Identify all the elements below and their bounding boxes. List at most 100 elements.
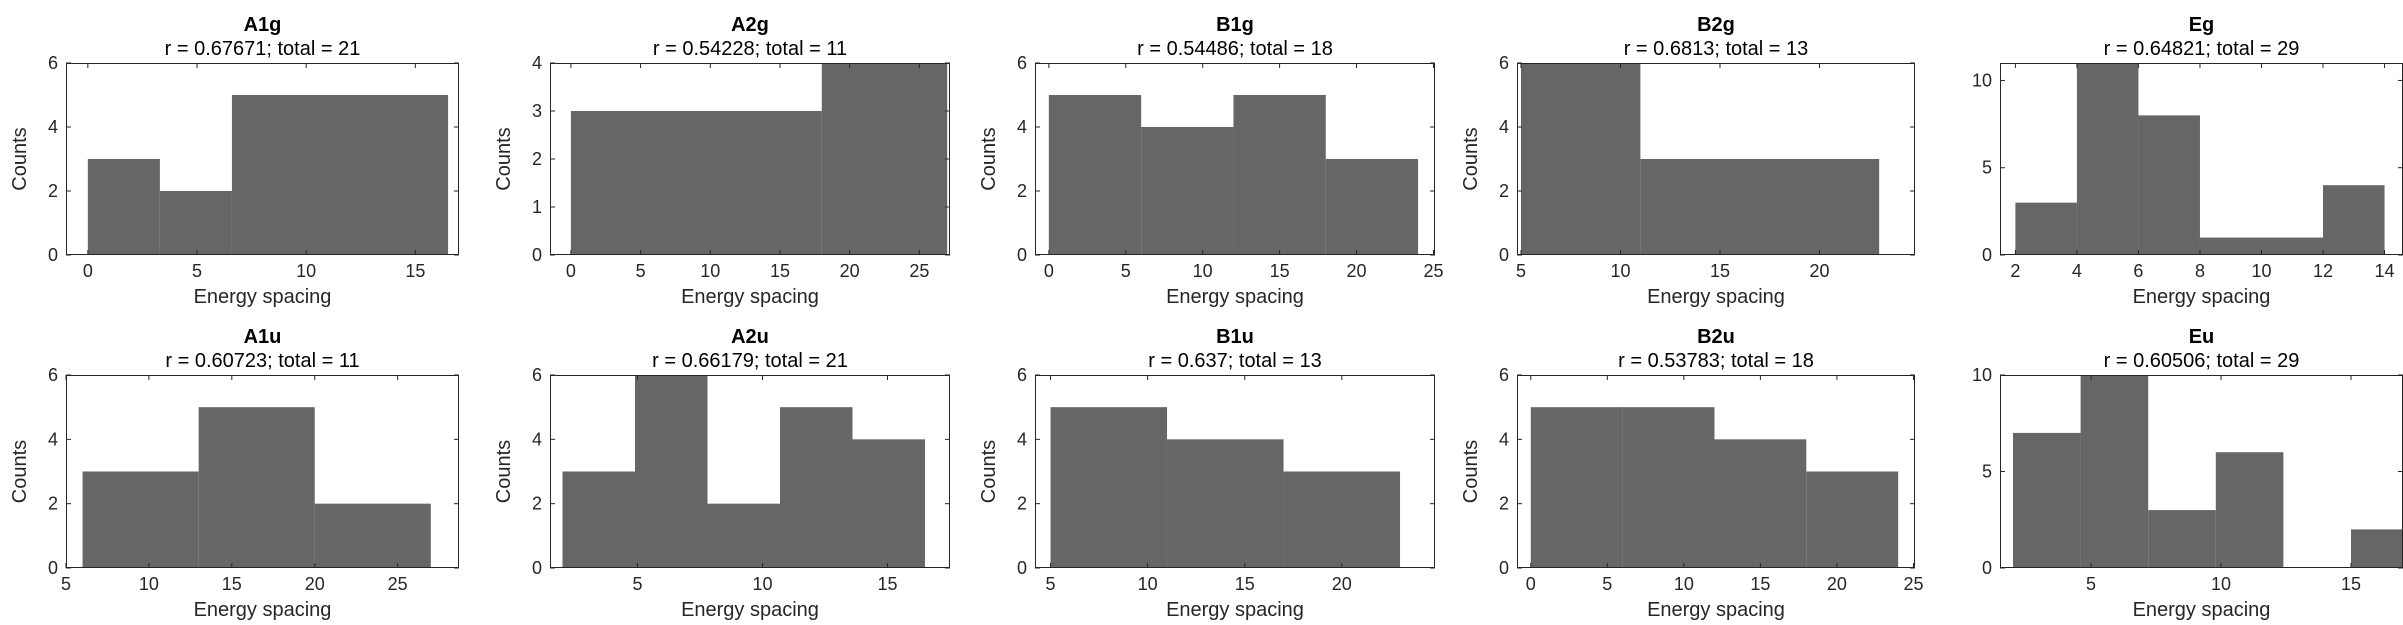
y-tick-label: 2	[48, 494, 58, 514]
histogram-bar	[2076, 63, 2139, 255]
histogram-bar	[1622, 407, 1715, 568]
x-axis-label: Energy spacing	[2133, 286, 2271, 308]
x-tick-label: 10	[139, 574, 159, 594]
histogram-bar	[780, 407, 853, 568]
y-tick-label: 5	[1982, 462, 1992, 482]
y-tick-label: 2	[1017, 181, 1027, 201]
y-tick-label: 0	[532, 245, 542, 265]
plot-frame	[66, 375, 459, 568]
y-tick-label: 3	[532, 101, 542, 121]
y-tick-label: 2	[532, 149, 542, 169]
histogram-bar	[821, 63, 948, 255]
x-tick-label: 12	[2313, 261, 2333, 281]
y-axis-label: Counts	[493, 440, 515, 503]
x-tick-label: 15	[1270, 261, 1290, 281]
panel-title: A2g	[731, 14, 769, 36]
histogram-bar	[570, 111, 822, 255]
x-tick-label: 10	[1610, 261, 1630, 281]
y-axis-label: Counts	[978, 127, 1000, 190]
x-tick-label: 20	[1332, 574, 1352, 594]
histogram-bar	[1050, 407, 1168, 568]
x-tick-label: 10	[1138, 574, 1158, 594]
plot-frame	[1035, 375, 1435, 568]
histogram-bar	[231, 95, 449, 255]
y-tick-label: 4	[1017, 117, 1027, 137]
x-axis-label: Energy spacing	[2133, 599, 2271, 621]
x-tick-label: 15	[1710, 261, 1730, 281]
histogram-bar	[2351, 529, 2403, 568]
plot-frame	[1035, 63, 1435, 255]
x-tick-label: 14	[2375, 261, 2395, 281]
y-tick-label: 0	[1017, 558, 1027, 578]
panel-title: A1u	[244, 326, 282, 348]
y-tick-label: 0	[1499, 245, 1509, 265]
panel-subtitle: r = 0.64821; total = 29	[2104, 38, 2300, 60]
histogram-bar	[2015, 202, 2077, 255]
histogram-bar	[82, 471, 199, 568]
y-tick-label: 6	[1017, 365, 1027, 385]
histogram-bar	[852, 439, 925, 568]
x-tick-label: 0	[83, 261, 93, 281]
histogram-bar	[314, 503, 431, 568]
x-axis-label: Energy spacing	[194, 599, 332, 621]
y-axis-label: Counts	[9, 127, 31, 190]
y-axis-label: Counts	[9, 440, 31, 503]
x-tick-label: 0	[566, 261, 576, 281]
y-tick-label: 0	[1017, 245, 1027, 265]
y-tick-label: 6	[48, 365, 58, 385]
x-tick-label: 25	[1903, 574, 1923, 594]
x-tick-label: 0	[1526, 574, 1536, 594]
y-tick-label: 6	[1499, 53, 1509, 73]
y-tick-label: 5	[1982, 158, 1992, 178]
x-tick-label: 25	[388, 574, 408, 594]
x-tick-label: 15	[2341, 574, 2361, 594]
histogram-bar	[1167, 439, 1284, 568]
x-tick-label: 0	[1044, 261, 1054, 281]
panel-title: A1g	[244, 14, 282, 36]
x-tick-label: 15	[405, 261, 425, 281]
panel-title: B1u	[1216, 326, 1254, 348]
histogram-bar	[2080, 375, 2149, 568]
x-tick-label: 5	[1046, 574, 1056, 594]
histogram-bar	[1141, 127, 1234, 255]
y-tick-label: 4	[532, 429, 542, 449]
plot-frame	[1517, 375, 1915, 568]
histogram-bar	[198, 407, 315, 568]
x-axis-label: Energy spacing	[1647, 599, 1785, 621]
histogram-bar	[2138, 115, 2200, 255]
panel-subtitle: r = 0.54228; total = 11	[653, 38, 847, 60]
x-tick-label: 15	[770, 261, 790, 281]
histogram-bar	[87, 159, 160, 255]
histogram-bar	[2199, 237, 2262, 255]
panel-title: Eg	[2189, 14, 2215, 36]
y-axis-label: Counts	[493, 127, 515, 190]
x-tick-label: 20	[1809, 261, 1829, 281]
panel-subtitle: r = 0.637; total = 13	[1148, 350, 1321, 372]
panel-title: B2g	[1697, 14, 1735, 36]
y-tick-label: 6	[532, 365, 542, 385]
x-tick-label: 25	[1423, 261, 1443, 281]
histogram-bar	[2148, 510, 2216, 568]
y-tick-label: 6	[48, 53, 58, 73]
panel-title: A2u	[731, 326, 769, 348]
histogram-bar	[1233, 95, 1326, 255]
histogram-bar	[707, 503, 780, 568]
panel-subtitle: r = 0.53783; total = 18	[1618, 350, 1814, 372]
y-tick-label: 1	[532, 197, 542, 217]
histogram-bar	[2261, 237, 2324, 255]
x-tick-label: 20	[840, 261, 860, 281]
y-tick-label: 10	[1972, 365, 1992, 385]
x-tick-label: 5	[61, 574, 71, 594]
y-tick-label: 2	[1499, 181, 1509, 201]
x-tick-label: 10	[1193, 261, 1213, 281]
x-tick-label: 15	[877, 574, 897, 594]
x-tick-label: 10	[752, 574, 772, 594]
x-tick-label: 5	[632, 574, 642, 594]
y-tick-label: 0	[1499, 558, 1509, 578]
y-tick-label: 4	[532, 53, 542, 73]
y-tick-label: 4	[48, 429, 58, 449]
